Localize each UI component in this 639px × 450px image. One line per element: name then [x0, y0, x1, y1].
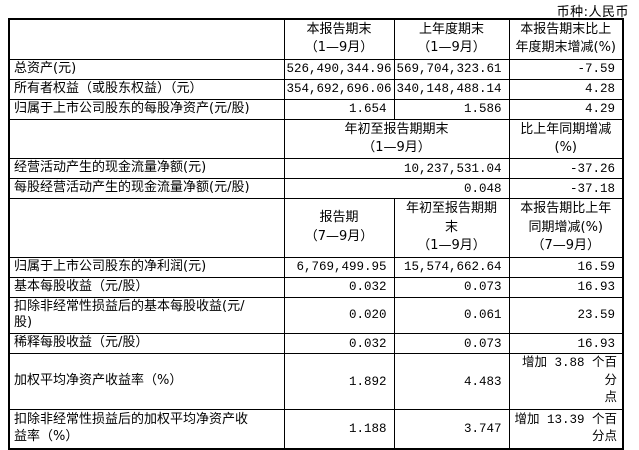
value-prior: 340,148,488.14 [393, 78, 510, 100]
value-change: -37.26 [508, 158, 624, 180]
col-header-yoy-change: 比上年同期增减 (%) [508, 118, 624, 160]
value-prior: 1.586 [393, 98, 510, 120]
value-change: 增加 3.88 个百分 点 [508, 353, 624, 410]
empty-cell [8, 118, 285, 160]
corner-empty-cell [8, 18, 285, 60]
table-row-diluted-eps: 稀释每股收益（元/股） 0.032 0.073 16.93 [8, 333, 624, 355]
value-current: 354,692,696.06 [283, 78, 395, 100]
value-ytd: 0.048 [283, 178, 510, 200]
table-row-basic-eps: 基本每股收益（元/股） 0.032 0.073 16.93 [8, 276, 624, 298]
table-row-operating-cash-flow-per-share: 每股经营活动产生的现金流量净额(元/股) 0.048 -37.18 [8, 178, 624, 200]
table-row-net-profit: 归属于上市公司股东的净利润(元) 6,769,499.95 15,574,662… [8, 256, 624, 278]
value-ytd: 10,237,531.04 [283, 158, 510, 180]
value-quarter: 6,769,499.95 [283, 256, 395, 278]
value-ytd: 0.061 [393, 296, 510, 335]
value-quarter: 0.032 [283, 276, 395, 298]
col-header-ytd-period-end: 年初至报告期期 末 （1—9月） [393, 198, 510, 258]
value-quarter: 0.020 [283, 296, 395, 335]
table-row-basic-eps-excl-nonrecurring: 扣除非经常性损益后的基本每股收益(元/ 股) 0.020 0.061 23.59 [8, 296, 624, 335]
col-header-prior-year-end: 上年度期末 （1—9月） [393, 18, 510, 60]
value-change: 增加 13.39 个百 分点 [508, 408, 624, 450]
value-change: 4.29 [508, 98, 624, 120]
row-label: 加权平均净资产收益率（%） [8, 353, 285, 410]
col-header-reporting-period: 报告期 （7—9月） [283, 198, 395, 258]
value-change: -37.18 [508, 178, 624, 200]
value-change: -7.59 [508, 58, 624, 80]
financial-summary-table: 本报告期末 （1—9月） 上年度期末 （1—9月） 本报告期末比上 年度期末增减… [8, 18, 624, 450]
table-row-weighted-avg-roe: 加权平均净资产收益率（%） 1.892 4.483 增加 3.88 个百分 点 [8, 353, 624, 410]
value-quarter: 1.892 [283, 353, 395, 410]
currency-note: 币种:人民币 [556, 5, 629, 20]
value-change: 16.93 [508, 333, 624, 355]
row-label: 归属于上市公司股东的净利润(元) [8, 256, 285, 278]
row-label: 每股经营活动产生的现金流量净额(元/股) [8, 178, 285, 200]
value-ytd: 15,574,662.64 [393, 256, 510, 278]
row-label: 总资产(元) [8, 58, 285, 80]
row-label: 经营活动产生的现金流量净额(元) [8, 158, 285, 180]
row-label: 扣除非经常性损益后的加权平均净资产收 益率（%） [8, 408, 285, 450]
col-header-ytd-period-end: 年初至报告期期末 （1—9月） [283, 118, 510, 160]
value-change: 16.93 [508, 276, 624, 298]
value-quarter: 1.188 [283, 408, 395, 450]
value-ytd: 0.073 [393, 276, 510, 298]
row-label: 扣除非经常性损益后的基本每股收益(元/ 股) [8, 296, 285, 335]
section2-header-row: 年初至报告期期末 （1—9月） 比上年同期增减 (%) [8, 118, 624, 160]
value-change: 4.28 [508, 78, 624, 100]
value-quarter: 0.032 [283, 333, 395, 355]
value-ytd: 4.483 [393, 353, 510, 410]
col-header-current-period-end: 本报告期末 （1—9月） [283, 18, 395, 60]
value-prior: 569,704,323.61 [393, 58, 510, 80]
section1-header-row: 本报告期末 （1—9月） 上年度期末 （1—9月） 本报告期末比上 年度期末增减… [8, 18, 624, 60]
row-label: 稀释每股收益（元/股） [8, 333, 285, 355]
value-current: 526,490,344.96 [283, 58, 395, 80]
row-label: 归属于上市公司股东的每股净资产(元/股) [8, 98, 285, 120]
value-change: 23.59 [508, 296, 624, 335]
value-ytd: 0.073 [393, 333, 510, 355]
table-row-total-assets: 总资产(元) 526,490,344.96 569,704,323.61 -7.… [8, 58, 624, 80]
table-row-operating-cash-flow: 经营活动产生的现金流量净额(元) 10,237,531.04 -37.26 [8, 158, 624, 180]
row-label: 所有者权益（或股东权益）（元） [8, 78, 285, 100]
table-row-owners-equity: 所有者权益（或股东权益）（元） 354,692,696.06 340,148,4… [8, 78, 624, 100]
value-ytd: 3.747 [393, 408, 510, 450]
row-label: 基本每股收益（元/股） [8, 276, 285, 298]
table-row-net-assets-per-share: 归属于上市公司股东的每股净资产(元/股) 1.654 1.586 4.29 [8, 98, 624, 120]
section3-header-row: 报告期 （7—9月） 年初至报告期期 末 （1—9月） 本报告期比上年 同期增减… [8, 198, 624, 258]
empty-cell [8, 198, 285, 258]
col-header-qoq-change: 本报告期比上年 同期增减(%) （7—9月） [508, 198, 624, 258]
table-row-weighted-avg-roe-excl-nonrecurring: 扣除非经常性损益后的加权平均净资产收 益率（%） 1.188 3.747 增加 … [8, 408, 624, 450]
value-current: 1.654 [283, 98, 395, 120]
value-change: 16.59 [508, 256, 624, 278]
col-header-period-end-change: 本报告期末比上 年度期末增减(%) [508, 18, 624, 60]
